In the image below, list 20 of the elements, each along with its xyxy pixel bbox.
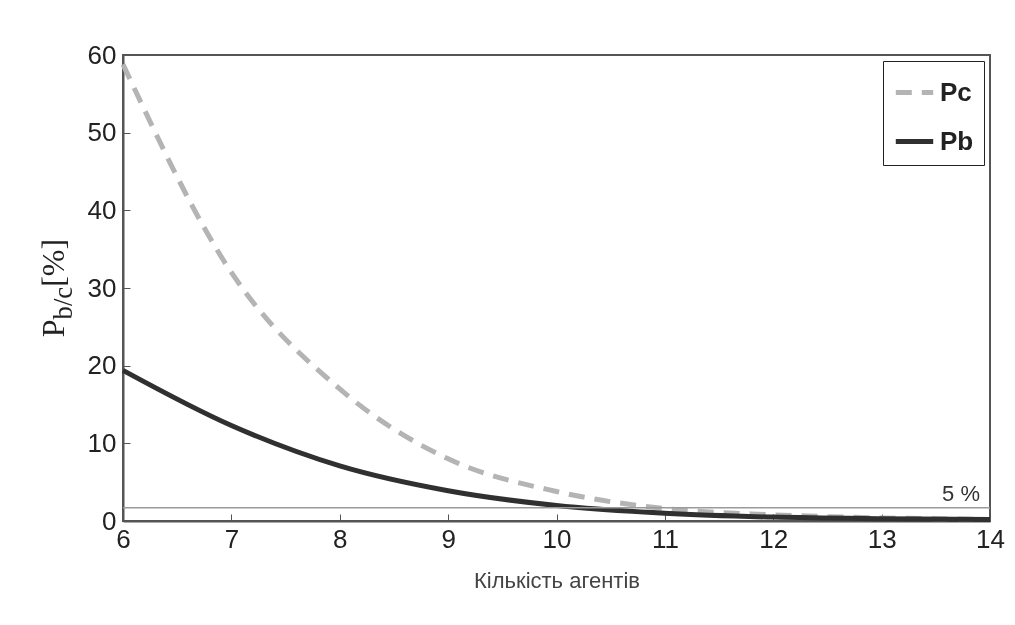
annotation: 5 % [942, 480, 980, 506]
y-tick-label: 60 [87, 39, 117, 70]
legend-label: Pb [940, 125, 974, 156]
x-tick-label: 14 [976, 523, 1005, 554]
x-tick-label: 12 [759, 523, 789, 554]
x-tick-label: 8 [333, 523, 348, 554]
x-tick-label: 11 [651, 523, 679, 554]
y-tick-label: 20 [87, 350, 117, 381]
y-tick-label: 0 [102, 505, 117, 536]
legend-label: Pc [940, 76, 972, 107]
x-tick-label: 7 [224, 523, 240, 554]
x-tick-label: 13 [867, 523, 897, 554]
y-tick-label: 40 [87, 194, 117, 225]
x-tick-label: 10 [542, 523, 572, 554]
x-tick-label: 9 [441, 523, 456, 554]
y-tick-label: 50 [87, 117, 117, 148]
y-tick-label: 30 [87, 272, 117, 303]
y-tick-label: 10 [87, 427, 117, 458]
x-tick-label: 6 [116, 523, 131, 554]
x-axis-title: Кількість агентів [474, 567, 640, 593]
